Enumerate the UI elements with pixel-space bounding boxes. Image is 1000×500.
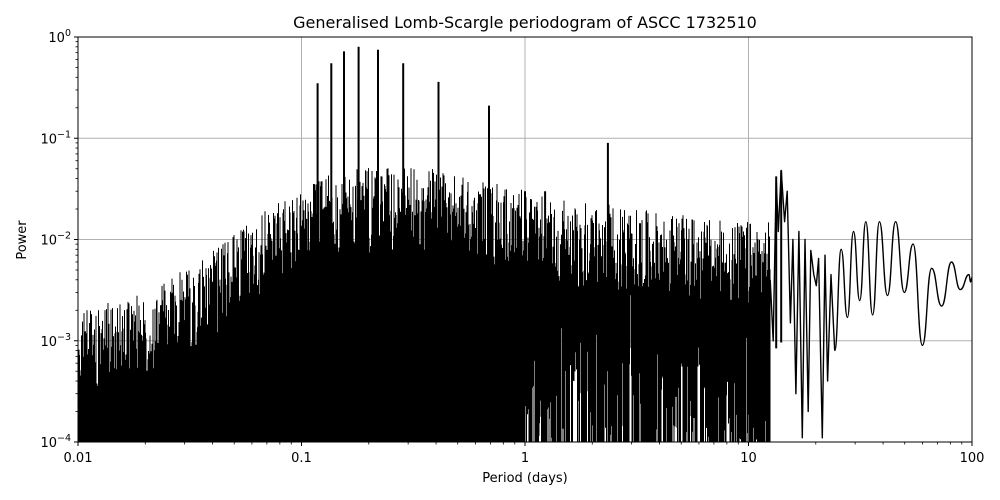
mid-period-oscillation: [769, 169, 836, 439]
x-tick-label: 0.1: [291, 451, 312, 466]
x-tick-label: 100: [960, 451, 985, 466]
y-axis-label: Power: [15, 220, 30, 260]
y-tick-label: 10−3: [40, 332, 71, 350]
y-tick-label: 10−4: [40, 433, 71, 451]
chart-title: Generalised Lomb-Scargle periodogram of …: [293, 13, 757, 32]
x-axis-label: Period (days): [482, 471, 568, 486]
y-tick-label: 10−2: [40, 231, 71, 249]
x-tick-label: 1: [521, 451, 529, 466]
x-tick-label: 10: [740, 451, 757, 466]
y-tick-label: 10−1: [40, 129, 71, 147]
x-tick-label: 0.01: [64, 451, 93, 466]
prominent-peaks: [305, 46, 783, 391]
y-tick-label: 100: [48, 28, 71, 46]
axis-ticks: 0.01 0.1 1 10 100 100 10−1 10−2 10−3 10−4: [40, 28, 984, 466]
long-period-oscillation: [834, 220, 973, 352]
